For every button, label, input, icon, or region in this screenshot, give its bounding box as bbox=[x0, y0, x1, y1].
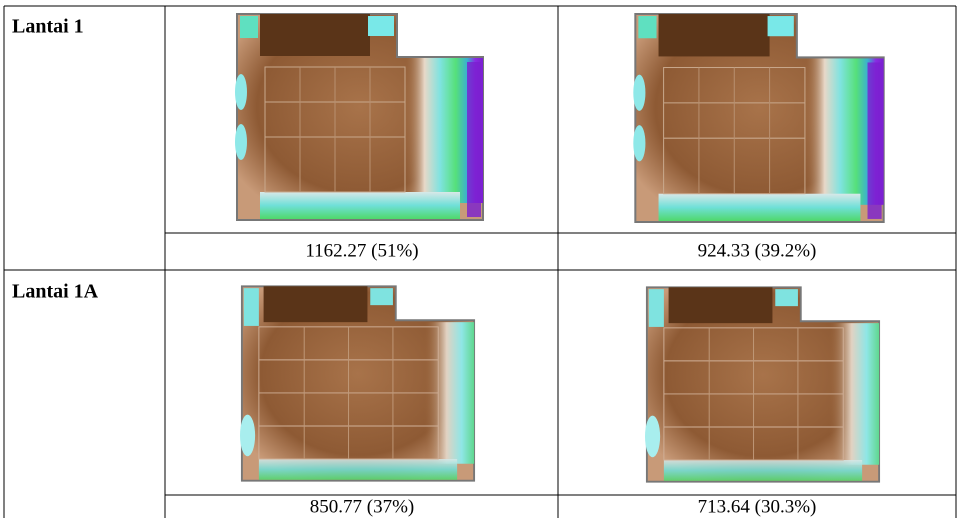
cell-value: 924.33 (39.2%) bbox=[698, 240, 817, 261]
cell-value: 713.64 (30.3%) bbox=[698, 496, 817, 517]
cell-value: 850.77 (37%) bbox=[310, 496, 414, 517]
row-label: Lantai 1A bbox=[12, 281, 99, 303]
simulation-image bbox=[240, 285, 476, 482]
simulation-image bbox=[645, 286, 881, 483]
simulation-image bbox=[632, 12, 885, 224]
simulation-image bbox=[235, 13, 484, 221]
row-label: Lantai 1 bbox=[12, 16, 84, 38]
cell-value: 1162.27 (51%) bbox=[305, 240, 418, 261]
